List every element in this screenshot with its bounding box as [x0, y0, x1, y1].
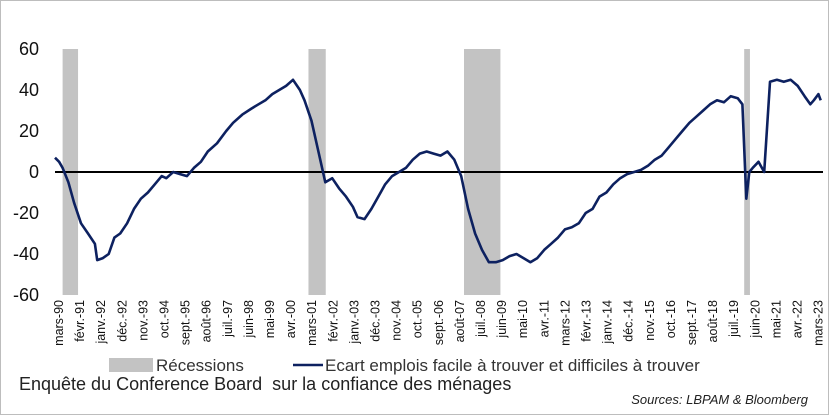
x-tick-label: janv.-14 — [601, 300, 615, 345]
legend: Récessions Ecart emplois facile à trouve… — [109, 356, 700, 375]
legend-label-recessions: Récessions — [156, 356, 244, 375]
x-tick-label: févr.-02 — [326, 300, 340, 342]
x-tick-label: juin-98 — [242, 300, 256, 339]
x-tick-label: nov.-93 — [136, 300, 150, 341]
x-tick-label: juin-20 — [748, 300, 762, 339]
x-tick-label: mai-99 — [263, 300, 277, 338]
x-tick-label: juil.-97 — [221, 300, 235, 338]
x-tick-label: mars-01 — [305, 300, 319, 346]
y-tick-label: 60 — [19, 39, 39, 59]
x-axis-ticks: mars-90 févr.-91 janv.-92 déc.-92 nov.-93 oct… — [52, 300, 826, 346]
x-tick-label: avr.-11 — [537, 300, 551, 337]
x-tick-label: mai-21 — [769, 300, 783, 338]
x-tick-label: janv.-03 — [347, 300, 361, 345]
chart-source: Sources: LBPAM & Bloomberg — [631, 392, 808, 407]
x-tick-label: mars-90 — [52, 300, 66, 346]
x-tick-label: oct.-94 — [158, 300, 172, 338]
y-tick-label: -60 — [13, 285, 39, 305]
x-tick-label: sept.-17 — [685, 300, 699, 345]
y-axis-ticks: 60 40 20 0 -20 -40 -60 — [13, 39, 39, 305]
y-tick-label: 20 — [19, 121, 39, 141]
y-tick-label: 0 — [29, 162, 39, 182]
x-tick-label: déc.-14 — [622, 300, 636, 342]
x-tick-label: févr.-91 — [73, 300, 87, 342]
x-tick-label: févr.-13 — [580, 300, 594, 342]
x-tick-label: juin-09 — [495, 300, 509, 339]
y-tick-label: -20 — [13, 203, 39, 223]
x-tick-label: avr.-22 — [791, 300, 805, 338]
y-tick-label: -40 — [13, 244, 39, 264]
x-tick-label: nov.-04 — [390, 300, 404, 341]
series-line — [54, 78, 822, 264]
x-tick-label: sept.-95 — [179, 300, 193, 345]
x-tick-label: mars-23 — [812, 300, 826, 346]
x-tick-label: juil.-08 — [474, 300, 488, 338]
legend-swatch-recessions — [109, 358, 153, 372]
y-tick-label: 40 — [19, 80, 39, 100]
x-tick-label: nov.-15 — [643, 300, 657, 341]
x-tick-label: août-18 — [706, 300, 720, 342]
x-tick-label: juil.-19 — [727, 300, 741, 338]
x-tick-label: mars-12 — [558, 300, 572, 346]
x-tick-label: déc.-92 — [115, 300, 129, 342]
x-tick-label: déc.-03 — [369, 300, 383, 342]
x-tick-label: mai-10 — [516, 300, 530, 338]
x-tick-label: avr.-00 — [284, 300, 298, 338]
legend-label-series: Ecart emplois facile à trouver et diffic… — [325, 356, 700, 375]
x-tick-label: janv.-92 — [94, 300, 108, 345]
x-tick-label: sept.-06 — [432, 300, 446, 345]
x-tick-label: oct.-16 — [664, 300, 678, 338]
x-tick-label: août-96 — [200, 300, 214, 342]
chart-title: Enquête du Conference Board sur la confi… — [19, 374, 512, 394]
x-tick-label: août-07 — [453, 300, 467, 342]
x-tick-label: oct.-05 — [411, 300, 425, 338]
